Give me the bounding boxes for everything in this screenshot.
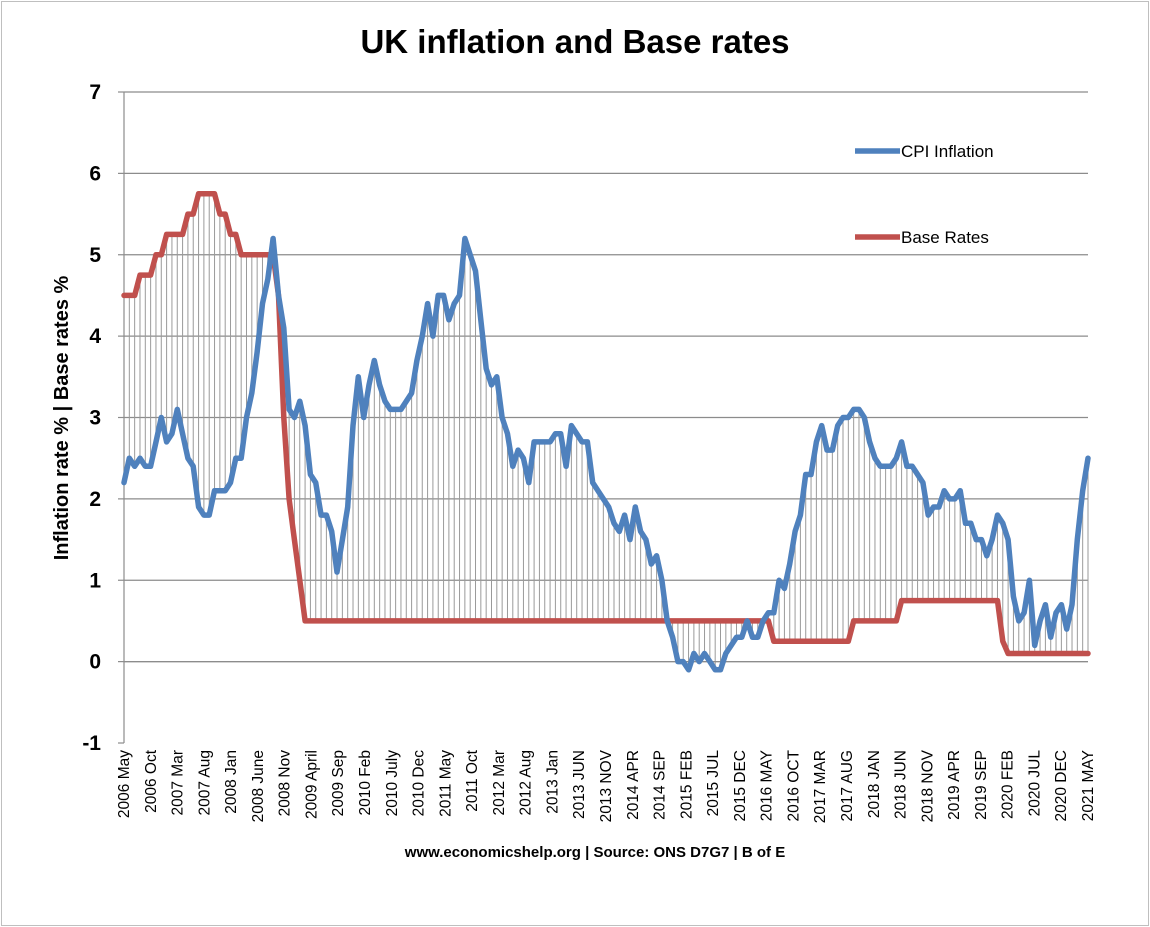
x-tick-label: 2012 Mar xyxy=(491,750,508,815)
x-tick-label: 2016 OCT xyxy=(785,749,802,821)
y-tick-label: 3 xyxy=(89,407,101,430)
x-tick-label: 2009 Sep xyxy=(330,750,347,816)
x-tick-label: 2013 JUN xyxy=(571,750,588,819)
x-tick-label: 2014 SEP xyxy=(652,750,669,820)
x-tick-label: 2018 NOV xyxy=(919,749,936,822)
x-tick-labels: 2006 May 2006 Oct 2007 Mar 2007 Aug 2008 Jan… xyxy=(116,749,1097,823)
legend: CPI Inflation Base Rates xyxy=(855,142,994,247)
x-tick-label: 2011 May xyxy=(437,750,454,817)
x-tick-label: 2018 JUN xyxy=(893,750,910,819)
y-tick-label: 2 xyxy=(89,488,101,511)
y-axis-label: Inflation rate % | Base rates % xyxy=(51,276,73,561)
x-tick-label: 2009 April xyxy=(303,750,320,819)
x-tick-label: 2021 MAY xyxy=(1080,750,1097,821)
gridlines xyxy=(124,91,1088,663)
x-tick-label: 2013 NOV xyxy=(598,749,615,822)
x-tick-label: 2015 FEB xyxy=(678,750,695,819)
x-tick-label: 2015 DEC xyxy=(732,750,749,822)
y-tick-labels: -1 0 1 2 3 4 5 6 7 xyxy=(82,81,101,755)
x-tick-label: 2020 JUL xyxy=(1026,750,1043,817)
source-note: www.economicshelp.org | Source: ONS D7G7… xyxy=(404,844,785,861)
x-tick-label: 2018 JAN xyxy=(866,750,883,818)
cpi-inflation-line xyxy=(121,235,1091,673)
x-tick-label: 2011 Oct xyxy=(464,749,481,811)
x-tick-label: 2006 Oct xyxy=(143,749,160,813)
chart-title: UK inflation and Base rates xyxy=(360,23,789,60)
x-tick-label: 2019 SEP xyxy=(973,750,990,820)
axes xyxy=(118,91,1088,744)
y-tick-label: -1 xyxy=(82,732,101,755)
x-tick-label: 2019 APR xyxy=(946,750,963,820)
x-tick-label: 2020 DEC xyxy=(1053,750,1070,822)
x-tick-label: 2007 Aug xyxy=(196,750,213,816)
series-lines xyxy=(121,190,1091,673)
x-tick-label: 2012 Aug xyxy=(518,750,535,816)
y-tick-label: 6 xyxy=(89,162,101,185)
x-tick-label: 2017 AUG xyxy=(839,750,856,822)
x-tick-label: 2010 July xyxy=(384,750,401,817)
y-tick-label: 1 xyxy=(89,569,101,592)
legend-cpi-label: CPI Inflation xyxy=(901,142,994,161)
x-tick-label: 2008 Nov xyxy=(277,750,294,817)
x-tick-label: 2016 MAY xyxy=(759,750,776,821)
x-tick-label: 2015 JUL xyxy=(705,750,722,817)
x-tick-label: 2010 Dec xyxy=(411,750,428,817)
x-tick-label: 2007 Mar xyxy=(170,750,187,815)
x-tick-label: 2017 MAR xyxy=(812,750,829,823)
x-tick-label: 2010 Feb xyxy=(357,750,374,816)
base-rates-line xyxy=(121,190,1091,657)
x-tick-label: 2008 Jan xyxy=(223,750,240,814)
legend-base-rates-label: Base Rates xyxy=(901,228,989,247)
y-tick-label: 7 xyxy=(89,81,101,104)
y-tick-label: 0 xyxy=(89,651,101,674)
y-tick-label: 5 xyxy=(89,244,101,267)
y-tick-label: 4 xyxy=(89,325,101,348)
x-tick-label: 2008 June xyxy=(250,750,267,822)
x-tick-label: 2014 APR xyxy=(625,750,642,820)
x-tick-label: 2006 May xyxy=(116,750,133,818)
x-tick-label: 2013 Jan xyxy=(544,750,561,814)
x-tick-label: 2020 FEB xyxy=(1000,750,1017,819)
